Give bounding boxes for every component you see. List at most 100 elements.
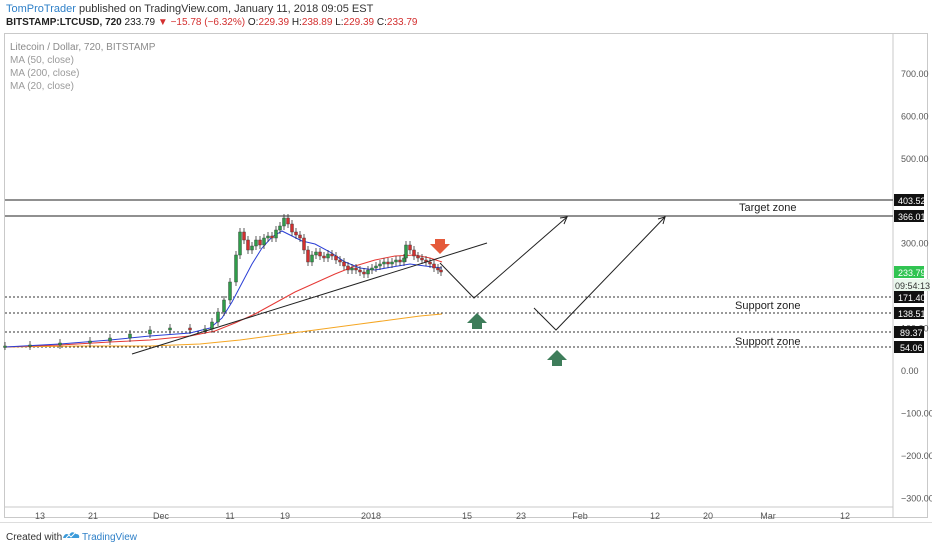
candle-body[interactable]: [58, 342, 62, 346]
candle-body[interactable]: [3, 345, 7, 348]
candle-body[interactable]: [290, 223, 294, 233]
candle-body[interactable]: [270, 235, 274, 239]
candle-body[interactable]: [354, 267, 358, 271]
price-label-target-bottom: 366.01: [894, 210, 926, 222]
candle-body[interactable]: [404, 244, 408, 259]
chart-frame[interactable]: [4, 33, 928, 518]
candle-body[interactable]: [322, 255, 326, 259]
candle-body[interactable]: [342, 261, 346, 267]
candle-body[interactable]: [282, 217, 286, 227]
candle-body[interactable]: [408, 244, 412, 251]
projection-path-1[interactable]: [439, 216, 568, 299]
candle-body[interactable]: [306, 249, 310, 263]
candle-body[interactable]: [294, 231, 298, 236]
candle-body[interactable]: [250, 245, 254, 251]
candle-body[interactable]: [88, 340, 92, 344]
candle-body[interactable]: [302, 237, 306, 251]
legend-title: Litecoin / Dollar, 720, BITSTAMP: [10, 42, 156, 53]
price-label-support2-top: 89.37: [894, 326, 924, 338]
price-tick-label: 500.00: [901, 154, 929, 164]
candle-body[interactable]: [358, 269, 362, 273]
candle-body[interactable]: [366, 269, 370, 275]
last-price: 233.79: [124, 17, 156, 28]
created-with-label: Created with: [6, 532, 63, 543]
legend-study-ma200[interactable]: MA (200, close): [10, 68, 80, 79]
candle-body[interactable]: [148, 329, 152, 335]
candle-body[interactable]: [439, 269, 443, 273]
candle-body[interactable]: [382, 261, 386, 265]
candle-body[interactable]: [168, 327, 172, 331]
candle-body[interactable]: [330, 253, 334, 257]
candle-body[interactable]: [238, 231, 242, 256]
ma50-line[interactable]: [4, 254, 443, 348]
author-link[interactable]: TomProTrader: [6, 3, 76, 15]
symbol-label: BITSTAMP:LTCUSD, 720: [6, 17, 122, 28]
candle-body[interactable]: [436, 267, 440, 271]
time-tick-label: 13: [35, 511, 45, 521]
candlestick-series[interactable]: [3, 214, 443, 350]
candle-body[interactable]: [310, 254, 314, 263]
projection-path-2[interactable]: [533, 216, 666, 331]
open-label: O:: [247, 17, 259, 28]
candle-body[interactable]: [108, 337, 112, 342]
candle-body[interactable]: [274, 229, 278, 239]
svg-text:403.52: 403.52: [898, 196, 926, 206]
candle-body[interactable]: [402, 257, 406, 263]
candle-body[interactable]: [420, 257, 424, 261]
candle-body[interactable]: [334, 255, 338, 261]
candle-body[interactable]: [222, 299, 226, 313]
candle-body[interactable]: [416, 255, 420, 259]
low-value: 229.39: [343, 17, 375, 28]
candle-body[interactable]: [128, 333, 132, 339]
legend-study-ma20[interactable]: MA (20, close): [10, 81, 74, 92]
tradingview-logo-icon[interactable]: [62, 529, 80, 543]
candle-body[interactable]: [188, 327, 192, 331]
price-tick-label: 700.00: [901, 69, 929, 79]
candle-body[interactable]: [378, 263, 382, 267]
ma20-line[interactable]: [4, 230, 443, 348]
candle-body[interactable]: [258, 239, 262, 246]
price-label-support1-top: 171.40: [894, 291, 926, 303]
trendline[interactable]: [131, 242, 488, 355]
ma200-line[interactable]: [4, 313, 443, 348]
price-label-support1-bottom: 138.51: [894, 307, 926, 319]
time-tick-label: 15: [462, 511, 472, 521]
price-label-last: 233.79: [894, 266, 926, 278]
candle-body[interactable]: [234, 254, 238, 283]
candle-body[interactable]: [210, 321, 214, 330]
time-tick-label: 20: [703, 511, 713, 521]
tradingview-link[interactable]: TradingView: [82, 532, 138, 543]
candle-body[interactable]: [346, 265, 350, 271]
candle-body[interactable]: [246, 239, 250, 251]
candle-body[interactable]: [262, 237, 266, 246]
candle-body[interactable]: [386, 261, 390, 265]
candle-body[interactable]: [350, 267, 354, 271]
candle-body[interactable]: [370, 267, 374, 271]
candle-body[interactable]: [242, 231, 246, 241]
candle-body[interactable]: [412, 249, 416, 257]
candle-body[interactable]: [216, 311, 220, 323]
candle-body[interactable]: [286, 217, 290, 225]
candle-body[interactable]: [318, 251, 322, 257]
price-tick-label: 600.00: [901, 111, 929, 121]
candle-body[interactable]: [203, 328, 207, 331]
candle-body[interactable]: [398, 259, 402, 263]
candle-body[interactable]: [394, 259, 398, 263]
candle-body[interactable]: [338, 259, 342, 263]
candle-body[interactable]: [266, 235, 270, 239]
candle-body[interactable]: [298, 234, 302, 239]
candle-body[interactable]: [374, 265, 378, 269]
candle-body[interactable]: [362, 271, 366, 275]
candle-body[interactable]: [228, 281, 232, 301]
candle-body[interactable]: [390, 261, 394, 265]
candle-body[interactable]: [428, 261, 432, 265]
time-axis[interactable]: 13 21 Dec 11 19 2018 15 23 Feb 12 20 Mar 12: [35, 511, 850, 521]
candle-body[interactable]: [254, 239, 258, 247]
candle-body[interactable]: [432, 263, 436, 269]
legend-study-ma50[interactable]: MA (50, close): [10, 55, 74, 66]
candle-body[interactable]: [28, 344, 32, 347]
candle-body[interactable]: [314, 251, 318, 256]
candle-body[interactable]: [326, 253, 330, 259]
candle-body[interactable]: [278, 225, 282, 231]
